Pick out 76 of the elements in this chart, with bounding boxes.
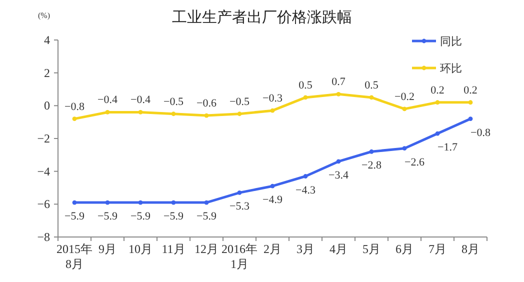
point [336,159,341,164]
data-label: 0.5 [364,79,379,92]
data-label: 0.5 [298,79,313,92]
data-label: −0.5 [230,96,250,108]
point [435,100,440,105]
x-tick-label: 12月 [194,242,218,256]
data-label: 0.2 [464,84,478,96]
y-tick-label: −2 [37,132,50,146]
data-label: −1.7 [438,142,458,154]
x-tick-label: 6月 [396,242,414,256]
point [468,116,473,121]
point [468,100,473,105]
x-tick-label: 5月 [362,242,380,256]
point [270,184,275,188]
point [369,149,374,154]
point [435,131,440,136]
point [204,200,209,205]
data-label: −5.9 [164,210,184,223]
point [402,106,407,112]
data-label: 0.2 [430,84,444,96]
point [369,95,374,100]
y-tick-label: 0 [44,98,50,113]
data-label: −3.4 [328,169,349,182]
data-label: −5.3 [230,200,250,213]
y-tick-label: −8 [37,230,50,244]
point [237,112,242,116]
data-label: 0.7 [332,76,346,88]
x-tick-label: 11月 [162,242,186,256]
y-axis-title: (%) [38,11,50,20]
point [402,146,407,151]
y-tick-label: 2 [44,66,50,80]
data-label: −0.4 [130,94,151,106]
point [138,110,143,114]
x-tick-label: 4月 [330,242,348,256]
point [72,200,77,205]
legend-label: 同比 [440,35,462,48]
x-tick-label: 9月 [98,242,116,256]
data-label: −0.2 [394,90,414,103]
data-label: −2.6 [404,156,425,168]
data-label: −4.9 [262,194,283,206]
data-label: −5.9 [130,210,151,223]
data-label: −0.6 [196,98,217,110]
point [171,200,176,205]
legend-label: 环比 [440,62,462,75]
data-label: −0.8 [64,100,85,113]
y-tick-label: 4 [44,33,50,47]
x-tick-label: 2月 [264,242,282,256]
point [270,108,275,113]
x-tick-label: 7月 [428,242,446,256]
data-label: −5.9 [64,210,85,223]
point [72,116,77,121]
point [105,200,110,205]
data-label: −0.4 [98,94,118,106]
y-tick-label: −4 [37,164,50,178]
data-label: −4.3 [296,184,316,196]
data-label: −5.9 [98,210,118,223]
x-tick-label: 3月 [296,242,314,256]
x-tick-label: 10月 [128,242,152,256]
x-tick-label: 2015年 8月 [56,242,92,271]
data-label: −2.8 [362,160,382,172]
data-label: −0.3 [262,92,283,105]
point [303,174,308,178]
data-label: −0.5 [164,96,184,108]
point [204,113,209,118]
point [105,110,110,114]
point [303,95,308,100]
data-label: −0.8 [470,126,491,139]
data-label: −5.9 [196,210,217,223]
chart-title: 工业生产者出厂价格涨跌幅 [172,9,352,26]
point [237,190,242,195]
point [138,200,143,205]
y-tick-label: −6 [37,197,50,212]
point [336,92,341,96]
x-tick-label: 8月 [462,242,480,256]
x-tick-label: 2016年 1月 [222,242,258,271]
point [171,112,176,116]
